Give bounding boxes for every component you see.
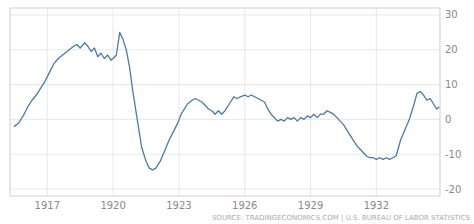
data-line bbox=[14, 32, 439, 170]
grid-line-x bbox=[376, 8, 377, 196]
y-tick-label: -20 bbox=[445, 184, 461, 195]
x-tick-label: 1920 bbox=[100, 200, 125, 211]
grid-line-y bbox=[10, 84, 440, 85]
chart-container: -20 -10 0 10 20 30 1917 1920 1923 1926 1929 1932 SOU… bbox=[0, 0, 474, 224]
grid-line-y bbox=[10, 189, 440, 190]
x-tick-label: 1923 bbox=[166, 200, 191, 211]
plot-area bbox=[14, 32, 439, 170]
source-text: SOURCE: TRADINGECONOMICS.COM | U.S. BURE… bbox=[212, 214, 471, 222]
grid-line-x bbox=[178, 8, 179, 196]
y-tick-label: 20 bbox=[445, 44, 458, 55]
grid-line-y bbox=[10, 14, 440, 15]
tick-labels: -20 -10 0 10 20 30 1917 1920 1923 1926 1929 1932 bbox=[35, 9, 462, 211]
x-tick-label: 1926 bbox=[232, 200, 257, 211]
grid-line-y bbox=[10, 49, 440, 50]
y-tick-label: 30 bbox=[445, 9, 458, 20]
grid-line-y bbox=[10, 154, 440, 155]
grid-line-x bbox=[244, 8, 245, 196]
grid-line-y bbox=[10, 119, 440, 120]
grid bbox=[10, 8, 440, 196]
y-tick-label: 10 bbox=[445, 79, 458, 90]
y-tick-label: 0 bbox=[445, 114, 451, 125]
grid-line-x bbox=[113, 8, 114, 196]
chart: -20 -10 0 10 20 30 1917 1920 1923 1926 1929 1932 SOU… bbox=[0, 0, 474, 224]
x-tick-label: 1932 bbox=[364, 200, 389, 211]
y-tick-label: -10 bbox=[445, 149, 461, 160]
x-tick-label: 1929 bbox=[298, 200, 323, 211]
grid-line-x bbox=[310, 8, 311, 196]
grid-line-x bbox=[47, 8, 48, 196]
x-tick-label: 1917 bbox=[35, 200, 60, 211]
plot-frame bbox=[10, 8, 440, 196]
